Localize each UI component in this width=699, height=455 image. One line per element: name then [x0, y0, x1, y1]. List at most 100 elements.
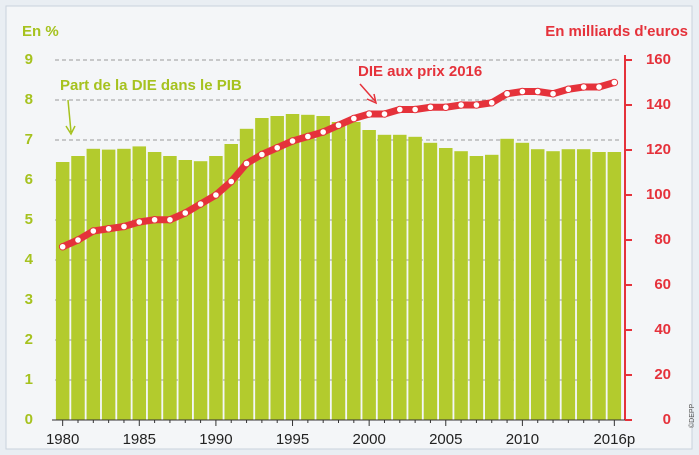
y-axis-label: En % — [22, 23, 59, 40]
bar — [71, 156, 85, 420]
point — [533, 87, 542, 96]
point — [457, 101, 465, 109]
x-tick-label: 2005 — [429, 431, 462, 448]
x-tick-label: 1985 — [123, 431, 156, 448]
y2-tick-label: 40 — [654, 321, 671, 338]
bar — [454, 151, 468, 420]
bar — [301, 114, 315, 421]
bar — [178, 160, 192, 420]
bar — [408, 136, 422, 421]
y-tick-label: 2 — [25, 331, 33, 348]
bar — [55, 162, 70, 420]
point — [472, 101, 481, 109]
point — [166, 215, 174, 224]
point — [58, 242, 67, 251]
y-tick-label: 6 — [25, 171, 33, 188]
bar — [515, 142, 530, 421]
bar — [209, 156, 223, 420]
point — [441, 103, 450, 112]
bar — [193, 161, 208, 420]
x-tick-label: 1980 — [46, 431, 79, 448]
bar — [423, 142, 438, 421]
y2-tick-label: 120 — [646, 141, 671, 158]
y2-tick-label: 100 — [646, 186, 671, 203]
point — [334, 121, 343, 130]
point — [319, 128, 327, 136]
bar — [607, 152, 622, 420]
bar — [117, 148, 131, 421]
point — [549, 89, 557, 98]
point — [518, 87, 527, 96]
point — [503, 89, 511, 98]
y2-tick-label: 140 — [646, 96, 671, 113]
point — [135, 218, 144, 226]
point — [150, 215, 159, 224]
point — [610, 78, 619, 87]
y2-tick-label: 0 — [663, 411, 671, 428]
bar — [255, 118, 269, 420]
bar — [101, 149, 116, 420]
bar — [86, 148, 101, 421]
point — [380, 110, 389, 118]
bar — [163, 156, 177, 420]
point — [411, 105, 419, 114]
bar — [393, 134, 407, 421]
source: ©DEPP — [688, 403, 696, 428]
y2-tick-label: 20 — [654, 366, 671, 383]
y-tick-label: 7 — [25, 131, 33, 148]
point — [120, 222, 128, 231]
point — [288, 137, 297, 145]
point — [365, 110, 373, 118]
point — [304, 132, 312, 141]
point — [74, 236, 82, 244]
y-tick-label: 0 — [25, 411, 33, 428]
point — [350, 114, 358, 123]
point — [181, 209, 190, 217]
x-tick-label: 2016p — [593, 431, 635, 448]
bar — [316, 116, 330, 420]
bar — [147, 152, 162, 420]
point — [579, 83, 588, 91]
y-tick-label: 3 — [25, 291, 33, 308]
bar — [377, 134, 392, 421]
point — [242, 159, 251, 168]
bar — [239, 128, 254, 421]
x-tick-label: 2010 — [506, 431, 539, 448]
bar — [270, 116, 284, 420]
point — [89, 227, 98, 235]
x-tick-label: 2000 — [352, 431, 385, 448]
x-tick-label: 1995 — [276, 431, 309, 448]
y-tick-label: 1 — [25, 371, 33, 388]
point — [196, 200, 205, 208]
y2-tick-label: 60 — [654, 276, 671, 293]
point — [227, 177, 236, 186]
y-tick-label: 5 — [25, 211, 33, 228]
bar — [546, 151, 560, 420]
bar — [576, 149, 591, 420]
series-annotation: Part de la DIE dans le PIB — [60, 77, 242, 94]
bar — [439, 148, 453, 420]
point — [395, 105, 404, 114]
point — [595, 83, 603, 91]
y2-tick-label: 160 — [646, 51, 671, 68]
bar — [132, 146, 147, 420]
bar — [530, 149, 545, 420]
bar — [285, 114, 300, 420]
bar — [224, 144, 238, 420]
point — [426, 103, 435, 112]
bar — [485, 154, 499, 421]
bar — [331, 122, 346, 420]
y-tick-label: 8 — [25, 91, 33, 108]
point — [487, 98, 496, 107]
point — [273, 143, 282, 152]
y2-axis-label: En milliards d'euros — [545, 23, 688, 40]
bar — [592, 152, 606, 420]
series-annotation: DIE aux prix 2016 — [358, 63, 482, 80]
annotation-arrow — [359, 83, 378, 105]
point — [212, 191, 220, 199]
point — [104, 224, 113, 233]
bar — [500, 138, 514, 421]
y-tick-label: 9 — [25, 51, 33, 68]
bar — [561, 149, 576, 420]
